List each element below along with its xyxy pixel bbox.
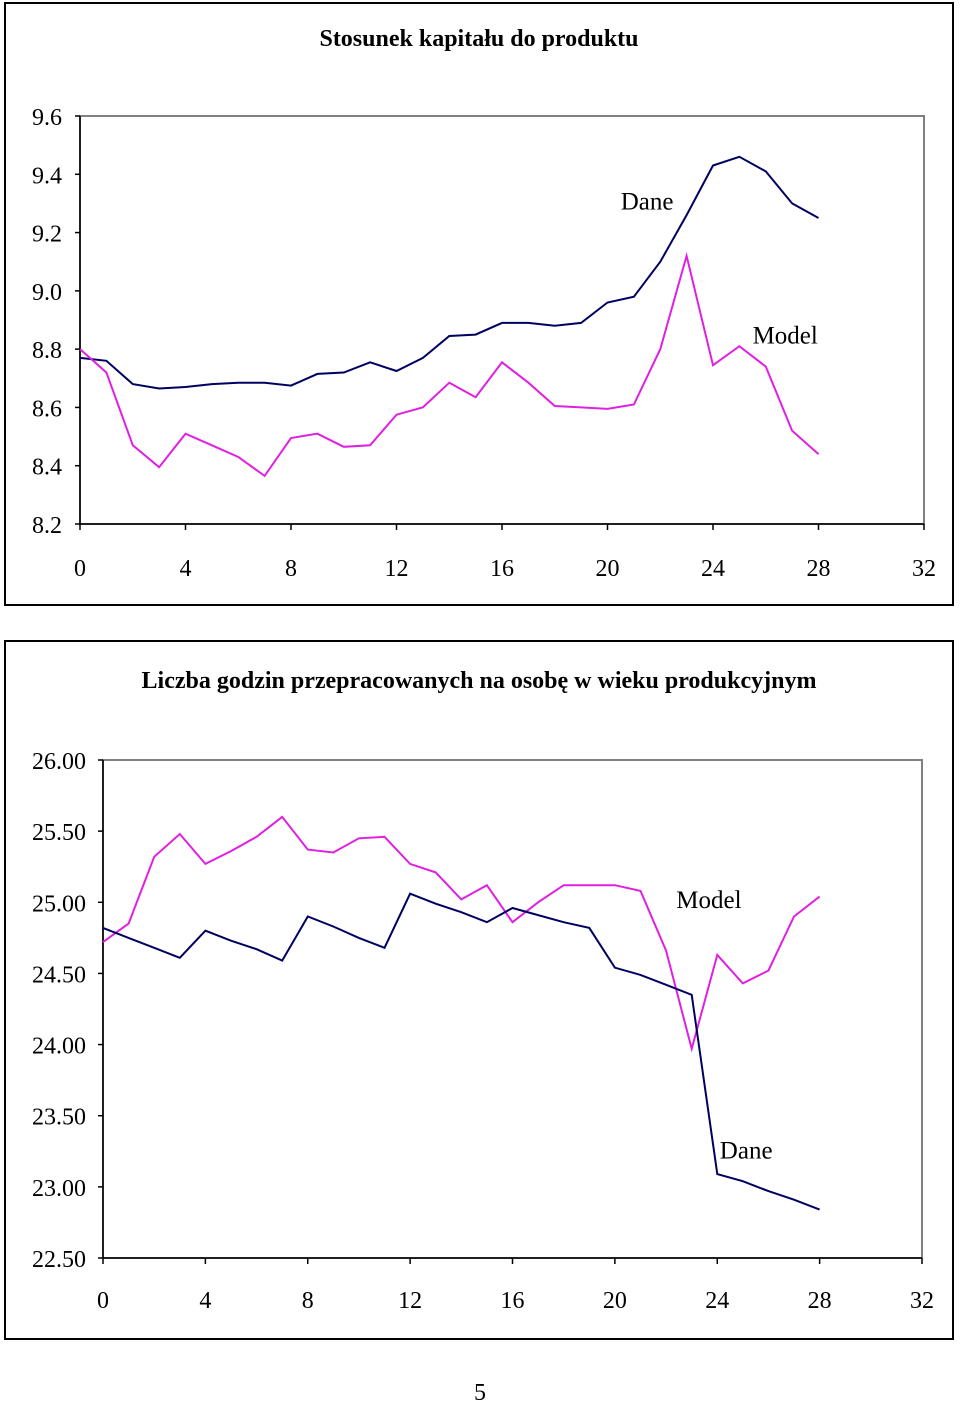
x-tick-label: 24 — [701, 556, 725, 582]
y-tick-label: 8.2 — [32, 513, 62, 539]
x-tick-label: 8 — [302, 1288, 314, 1314]
x-tick-label: 4 — [180, 556, 192, 582]
y-tick-label: 24.50 — [32, 962, 86, 988]
x-tick-label: 0 — [97, 1288, 109, 1314]
y-tick-label: 22.50 — [32, 1247, 86, 1273]
y-tick-label: 9.6 — [32, 105, 62, 131]
x-tick-label: 12 — [385, 556, 409, 582]
y-tick-label: 26.00 — [32, 749, 86, 775]
x-tick-label: 32 — [910, 1288, 934, 1314]
series-line-1 — [102, 815, 821, 1053]
plot-area — [102, 759, 923, 1259]
x-tick-label: 8 — [285, 556, 297, 582]
plot-area — [79, 115, 925, 525]
series-annotation: Dane — [621, 188, 674, 215]
x-tick-label: 20 — [603, 1288, 627, 1314]
y-tick-label: 23.50 — [32, 1105, 86, 1131]
x-tick-label: 16 — [490, 556, 514, 582]
capital-output-chart-panel: Stosunek kapitału do produktu 8.2 8.4 8.6 8… — [4, 2, 954, 606]
y-tick-label: 24.00 — [32, 1034, 86, 1060]
series-annotation: Model — [676, 887, 741, 914]
chart-svg: 22.50 23.00 23.50 24.00 24.50 25.00 25.50 26.00… — [32, 749, 934, 1314]
page-number: 5 — [474, 1380, 486, 1406]
series-line-2 — [79, 251, 820, 478]
series-annotation: Dane — [720, 1137, 773, 1164]
x-tick-label: 24 — [705, 1288, 729, 1314]
x-tick-label: 32 — [912, 556, 936, 582]
x-tick-label: 0 — [74, 556, 86, 582]
x-tick-label: 4 — [199, 1288, 211, 1314]
x-tick-label: 28 — [808, 1288, 832, 1314]
y-tick-label: 9.0 — [32, 280, 62, 306]
y-tick-label: 23.00 — [32, 1176, 86, 1202]
x-tick-label: 16 — [501, 1288, 525, 1314]
y-tick-label: 9.2 — [32, 222, 62, 248]
series-annotation: Model — [753, 322, 818, 349]
y-tick-label: 8.8 — [32, 338, 62, 364]
y-tick-label: 9.4 — [32, 163, 62, 189]
chart-title: Stosunek kapitału do produktu — [319, 26, 639, 52]
series-line-2 — [102, 892, 820, 1211]
hours-worked-chart-panel: Liczba godzin przepracowanych na osobę w… — [4, 640, 954, 1340]
chart-title: Liczba godzin przepracowanych na osobę w… — [141, 668, 817, 694]
y-tick-label: 25.50 — [32, 820, 86, 846]
x-tick-label: 28 — [807, 556, 831, 582]
y-tick-label: 8.6 — [32, 396, 62, 422]
y-tick-label: 8.4 — [32, 455, 62, 481]
series-line-1 — [79, 155, 819, 390]
y-tick-label: 25.00 — [32, 891, 86, 917]
chart-svg: 8.2 8.4 8.6 8.8 9.0 9.2 9.4 9.6 0 4 8 12 16 20 24 28 32 D… — [32, 105, 936, 582]
x-tick-label: 12 — [398, 1288, 422, 1314]
x-tick-label: 20 — [596, 556, 620, 582]
